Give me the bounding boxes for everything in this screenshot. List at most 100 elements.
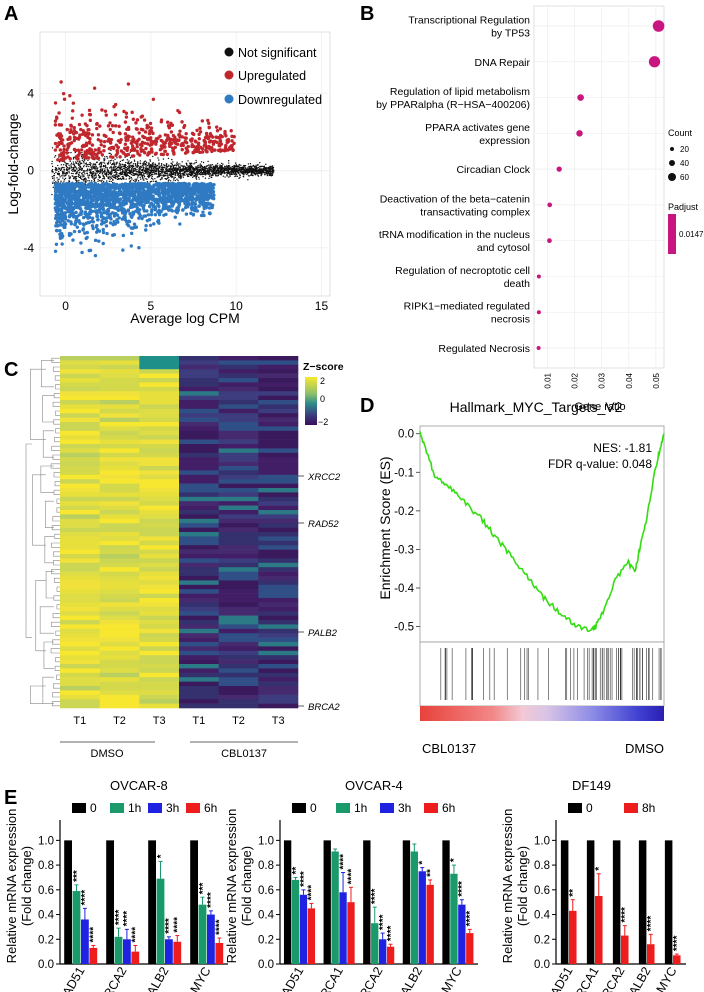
point-downregulated xyxy=(93,205,98,209)
point-downregulated xyxy=(91,198,95,202)
point-not-significant xyxy=(160,163,163,165)
point-downregulated xyxy=(79,241,83,245)
point-not-significant xyxy=(134,165,137,167)
point-downregulated xyxy=(157,194,161,198)
point-not-significant xyxy=(88,169,90,172)
point-not-significant xyxy=(206,168,208,170)
point-not-significant xyxy=(90,163,92,165)
point-not-significant xyxy=(161,170,163,173)
legend-count-title: Count xyxy=(668,128,693,138)
point-downregulated xyxy=(178,188,182,192)
point-not-significant xyxy=(211,169,213,172)
point-not-significant xyxy=(228,170,230,173)
point-not-significant xyxy=(79,165,81,167)
point-downregulated xyxy=(207,211,212,216)
point-upregulated xyxy=(103,109,108,113)
point-not-significant xyxy=(271,171,274,173)
point-not-significant xyxy=(142,179,144,181)
point-not-significant xyxy=(250,174,253,176)
point-not-significant xyxy=(69,166,71,169)
point-downregulated xyxy=(201,187,206,192)
point-downregulated xyxy=(157,221,161,225)
point-not-significant xyxy=(229,173,232,175)
point-not-significant xyxy=(145,161,148,164)
point-not-significant xyxy=(243,172,245,174)
point-downregulated xyxy=(170,194,175,198)
point-not-significant xyxy=(56,177,58,179)
point-downregulated xyxy=(69,200,74,205)
point-not-significant xyxy=(158,170,161,173)
point-not-significant xyxy=(143,166,145,169)
point-not-significant xyxy=(234,165,236,167)
point-upregulated xyxy=(207,140,212,144)
heatmap-cell xyxy=(139,417,180,423)
point-downregulated xyxy=(134,209,138,213)
point-upregulated xyxy=(153,152,158,156)
legend-a: Not significant Upregulated Downregulate… xyxy=(224,46,322,107)
x-tick-b: 0.03 xyxy=(598,372,607,388)
point-downregulated xyxy=(98,183,102,188)
point-not-significant xyxy=(215,164,217,166)
point-downregulated xyxy=(178,222,182,226)
point-not-significant xyxy=(149,172,151,175)
point-upregulated xyxy=(100,108,104,112)
point-not-significant xyxy=(242,171,244,173)
point-not-significant xyxy=(158,163,160,166)
point-not-significant xyxy=(79,171,81,173)
pathway-label: Regulated Necrosis xyxy=(438,343,530,355)
point-upregulated xyxy=(149,142,154,147)
point-not-significant xyxy=(82,166,85,168)
point-not-significant xyxy=(236,169,239,171)
point-not-significant xyxy=(114,171,116,174)
heatmap-cell xyxy=(60,413,100,418)
point-not-significant xyxy=(178,176,180,179)
point-upregulated xyxy=(68,130,72,135)
point-downregulated xyxy=(197,204,201,208)
point-not-significant xyxy=(190,169,192,171)
heatmap-cell xyxy=(218,400,259,405)
point-not-significant xyxy=(196,175,198,177)
point-not-significant xyxy=(102,174,104,177)
point-not-significant xyxy=(161,178,163,180)
heatmap-cell xyxy=(99,404,140,410)
point-upregulated xyxy=(55,133,59,137)
point-downregulated xyxy=(121,233,126,238)
point-upregulated xyxy=(224,134,228,138)
point-downregulated xyxy=(175,184,179,188)
point-upregulated xyxy=(229,129,233,133)
point-not-significant xyxy=(206,170,209,172)
point-not-significant xyxy=(95,165,97,168)
point-upregulated xyxy=(123,132,128,136)
point-not-significant xyxy=(161,168,163,170)
point-downregulated xyxy=(56,204,60,208)
point-not-significant xyxy=(247,163,250,165)
point-not-significant xyxy=(243,174,245,176)
point-downregulated xyxy=(162,204,166,208)
point-not-significant xyxy=(222,175,224,177)
point-downregulated xyxy=(99,207,103,211)
point-downregulated xyxy=(165,206,169,211)
point-upregulated xyxy=(59,123,64,127)
x-tick-a: 0 xyxy=(62,299,69,313)
point-not-significant xyxy=(149,159,151,161)
point-downregulated xyxy=(128,212,132,216)
point-not-significant xyxy=(187,168,189,170)
point-upregulated xyxy=(224,143,228,148)
point-downregulated xyxy=(85,230,90,235)
point-not-significant xyxy=(69,160,71,163)
point-downregulated xyxy=(104,224,109,228)
point-not-significant xyxy=(143,172,145,175)
point-not-significant xyxy=(119,177,122,180)
point-not-significant xyxy=(146,167,149,170)
point-not-significant xyxy=(82,179,85,181)
point-downregulated xyxy=(60,242,64,246)
point-not-significant xyxy=(82,161,85,163)
point-not-significant xyxy=(167,157,170,160)
point-not-significant xyxy=(242,164,245,167)
point-not-significant xyxy=(179,174,182,177)
heatmap xyxy=(60,356,299,709)
point-downregulated xyxy=(155,189,159,194)
point-not-significant xyxy=(175,165,177,167)
point-upregulated xyxy=(184,131,188,136)
point-not-significant xyxy=(251,170,253,172)
